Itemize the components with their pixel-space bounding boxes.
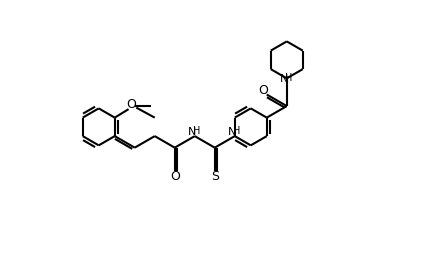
Text: N: N <box>228 127 237 137</box>
Text: O: O <box>258 84 268 97</box>
Text: O: O <box>126 98 136 111</box>
Text: S: S <box>211 170 219 183</box>
Text: H: H <box>192 126 200 136</box>
Text: O: O <box>170 170 180 183</box>
Text: N: N <box>280 74 289 84</box>
Text: H: H <box>233 126 240 136</box>
Text: N: N <box>188 127 197 137</box>
Text: H: H <box>285 73 293 83</box>
